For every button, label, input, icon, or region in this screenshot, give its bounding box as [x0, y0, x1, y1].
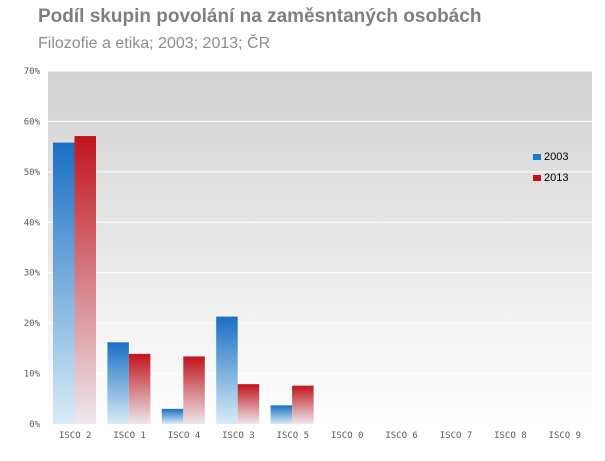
legend-swatch-2003 [533, 154, 541, 160]
bar-2013 [128, 353, 151, 424]
y-tick-label: 20% [24, 319, 41, 329]
y-tick-label: 30% [24, 269, 41, 279]
y-tick-label: 40% [24, 218, 41, 228]
x-tick-label: ISCO 4 [168, 431, 201, 441]
bar-2003 [107, 342, 129, 424]
bar-2013 [74, 136, 96, 424]
legend-swatch-2013 [533, 175, 541, 181]
bar-2003 [53, 142, 75, 424]
y-tick-label: 0% [29, 420, 40, 430]
chart-title: Podíl skupin povolání na zaměsntaných os… [38, 6, 482, 27]
x-tick-label: ISCO 2 [59, 431, 92, 441]
y-tick-label: 70% [24, 67, 41, 77]
x-tick-label: ISCO 7 [440, 431, 473, 441]
bar-2003 [161, 408, 184, 424]
x-tick-label: ISCO 0 [331, 431, 364, 441]
bar-2013 [237, 384, 260, 424]
x-tick-label: ISCO 9 [549, 431, 582, 441]
legend-label-2013: 2013 [544, 172, 568, 184]
chart-subtitle: Filozofie a etika; 2003; 2013; ČR [38, 35, 271, 52]
x-tick-label: ISCO 5 [277, 431, 310, 441]
bar-2013 [292, 385, 314, 424]
legend-label-2003: 2003 [544, 151, 568, 163]
x-tick-label: ISCO 3 [222, 431, 255, 441]
x-tick-label: ISCO 6 [385, 431, 418, 441]
x-tick-label: ISCO 1 [113, 431, 146, 441]
x-tick-label: ISCO 8 [494, 431, 527, 441]
y-tick-label: 50% [24, 168, 41, 178]
bar-2013 [183, 356, 205, 424]
y-tick-label: 60% [24, 117, 41, 127]
bar-2003 [216, 316, 238, 424]
y-tick-label: 10% [24, 370, 41, 380]
bar-2003 [270, 405, 293, 424]
